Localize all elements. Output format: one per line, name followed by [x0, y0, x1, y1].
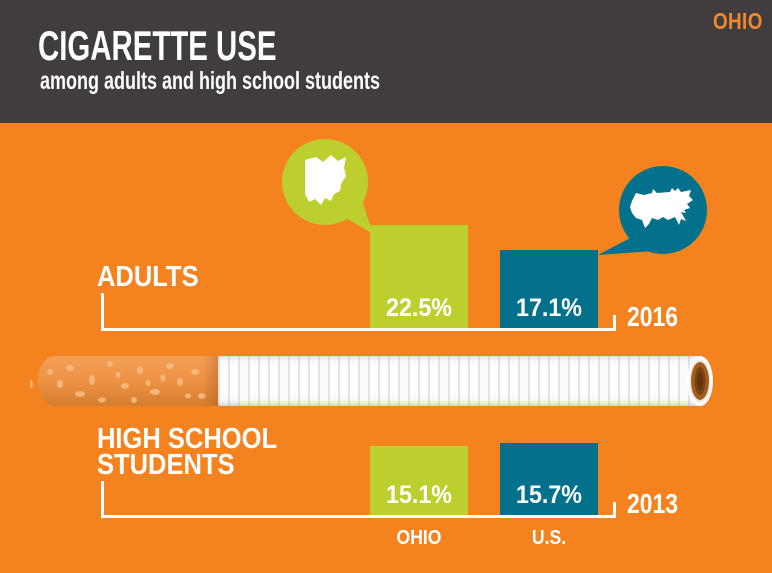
adults-year-label: 2016 [627, 301, 679, 332]
cigarette-tip [687, 356, 713, 406]
axis-label-ohio: OHIO [396, 527, 442, 549]
filter-edge-shade [202, 356, 218, 406]
students-section-label: HIGH SCHOOL STUDENTS [97, 423, 278, 481]
bar-value-label: 22.5% [386, 294, 452, 322]
students-label-line2: STUDENTS [97, 449, 235, 481]
page-title: CIGARETTE USE [38, 22, 277, 69]
students-label-line1: HIGH SCHOOL [97, 423, 278, 455]
us-map-icon [630, 188, 693, 228]
bar-adults-us: 17.1% [500, 250, 598, 328]
bar-students-ohio: 15.1% [370, 446, 468, 515]
axis-label-us: U.S. [531, 527, 567, 549]
bar-value-label: 15.7% [516, 481, 582, 509]
cigarette-body-shade [218, 356, 700, 406]
bar-value-label: 17.1% [516, 294, 582, 322]
adults-year-tick [613, 315, 616, 331]
bar-students-us: 15.7% [500, 443, 598, 515]
students-year-tick [613, 502, 616, 518]
ohio-speech-bubble [282, 139, 373, 234]
header: OHIO CIGARETTE USE among adults and high… [0, 0, 772, 123]
bubble-tail [598, 237, 654, 255]
bar-value-label: 15.1% [386, 481, 452, 509]
brand-ohio: OHIO [713, 8, 763, 34]
cigarette-filter [38, 356, 218, 406]
page-subtitle: among adults and high school students [40, 67, 381, 95]
bar-adults-ohio: 22.5% [370, 225, 468, 328]
students-connector-line [101, 481, 104, 518]
adults-section-label: ADULTS [97, 261, 199, 293]
us-speech-bubble [598, 166, 707, 255]
ohio-state-icon [305, 155, 346, 205]
cigarette-illustration [30, 356, 713, 406]
students-year-label: 2013 [627, 488, 679, 519]
students-baseline [101, 515, 613, 518]
filter-speckles [30, 361, 206, 403]
adults-baseline [101, 328, 613, 331]
adults-connector-line [101, 293, 104, 331]
